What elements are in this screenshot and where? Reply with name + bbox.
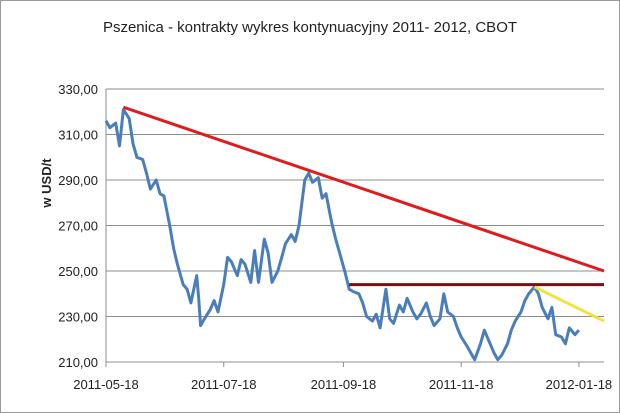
y-tick-label: 250,00 (58, 264, 98, 279)
y-tick-label: 330,00 (58, 82, 98, 97)
x-tick-label: 2011-09-18 (311, 377, 377, 392)
price-series-line (104, 108, 581, 362)
x-tick-label: 2011-05-18 (73, 377, 139, 392)
y-tick-label: 290,00 (58, 173, 98, 188)
trendline (122, 105, 605, 273)
trendline (533, 285, 605, 323)
x-tick-label: 2011-07-18 (191, 377, 257, 392)
chart-title: Pszenica - kontrakty wykres kontynuacyjn… (102, 19, 518, 36)
y-tick-label: 210,00 (58, 355, 98, 370)
y-tick-label: 270,00 (58, 219, 98, 234)
x-tick-label: 2011-11-18 (429, 377, 494, 392)
x-tick-label: 2012-01-18 (546, 377, 613, 392)
y-tick-label: 230,00 (58, 310, 98, 325)
y-tick-label: 310,00 (58, 128, 98, 143)
